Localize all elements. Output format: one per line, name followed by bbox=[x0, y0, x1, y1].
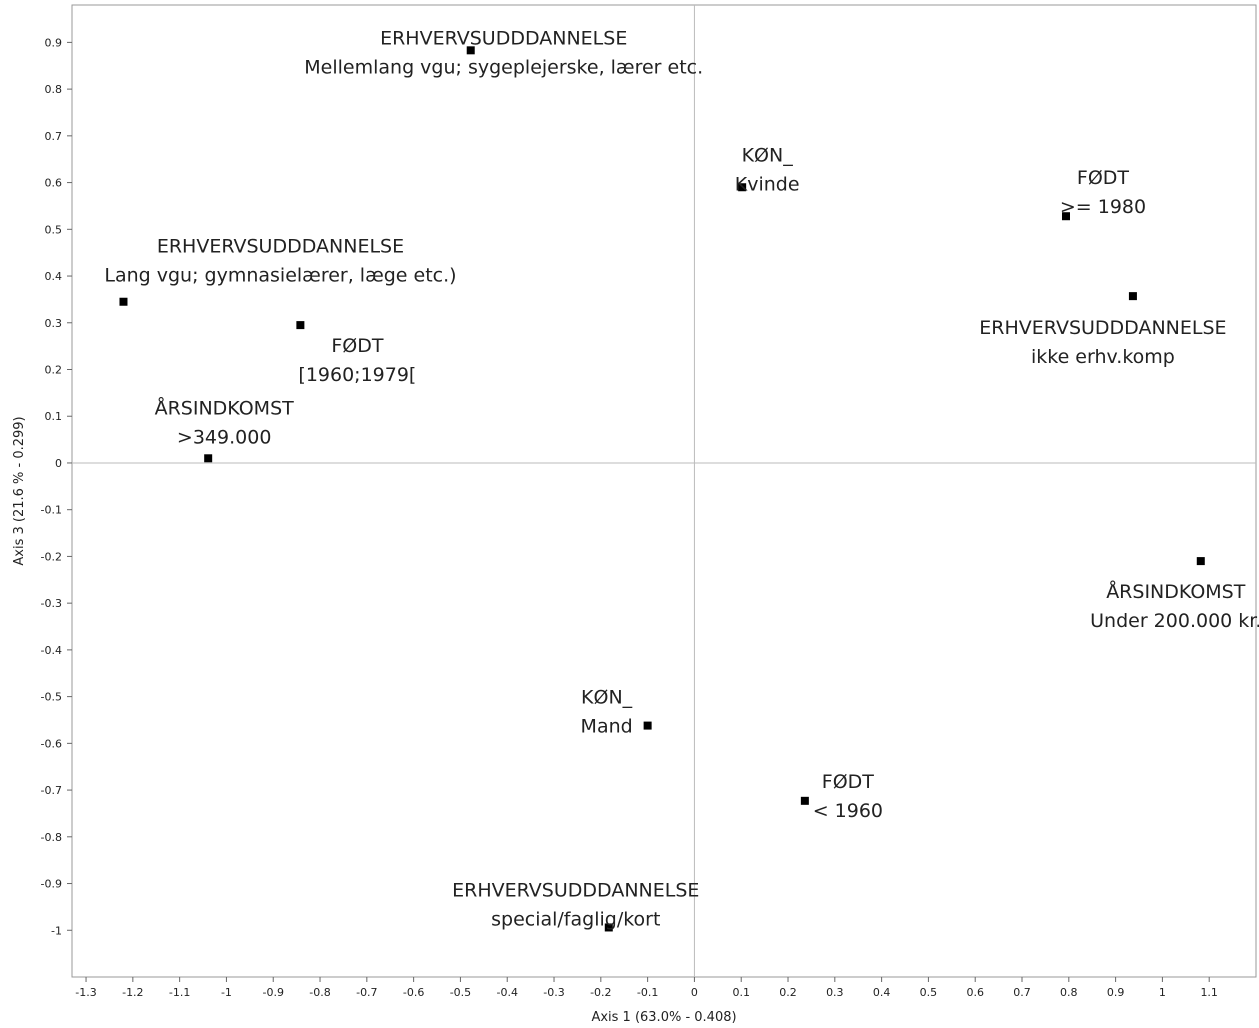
point-label: ERHVERVSUDDDANNELSE Mellemlang vgu; sygep… bbox=[304, 27, 703, 78]
point-label-variable: FØDT bbox=[1077, 167, 1130, 189]
point-label-variable: KØN_ bbox=[742, 144, 794, 166]
point-label-variable: ERHVERVSUDDDANNELSE bbox=[452, 879, 699, 901]
point-label: ERHVERVSUDDDANNELSE special/faglig/kort bbox=[452, 879, 699, 930]
x-tick-label: -1 bbox=[221, 986, 232, 999]
x-tick-label: 0.9 bbox=[1107, 986, 1125, 999]
plot-frame bbox=[71, 4, 1257, 978]
point-label: FØDT [1960;1979[ bbox=[298, 335, 416, 386]
data-point bbox=[738, 183, 747, 192]
x-tick-label: -0.5 bbox=[450, 986, 471, 999]
data-point bbox=[604, 923, 613, 932]
y-tick-label: 0.4 bbox=[45, 270, 63, 283]
y-tick-label: -0.2 bbox=[41, 550, 62, 563]
point-label-variable: FØDT bbox=[331, 335, 384, 357]
y-tick-label: 0.1 bbox=[45, 410, 63, 423]
point-label: FØDT >= 1980 bbox=[1060, 167, 1146, 218]
x-tick-label: 0.7 bbox=[1013, 986, 1031, 999]
x-tick-label: 0.3 bbox=[826, 986, 844, 999]
data-point bbox=[643, 721, 652, 730]
point-label-category: Kvinde bbox=[735, 173, 800, 195]
x-tick-label: -0.4 bbox=[496, 986, 517, 999]
y-tick-label: -1 bbox=[51, 924, 62, 937]
y-tick-label: 0.2 bbox=[45, 364, 63, 377]
y-axis-ticks: 0.9 0.8 0.7 0.6 0.5 0.4 0.3 0.2 0.1 0 -0.1 -0.2 -0.3… bbox=[41, 36, 72, 937]
point-label: ERHVERVSUDDDANNELSE ikke erhv.komp bbox=[979, 317, 1226, 368]
data-point bbox=[296, 321, 305, 330]
point-label-category: < 1960 bbox=[813, 800, 883, 822]
y-tick-label: -0.3 bbox=[41, 597, 62, 610]
y-tick-label: -0.1 bbox=[41, 504, 62, 517]
point-label: ÅRSINDKOMST >349.000 bbox=[155, 396, 295, 448]
point-label-variable: ÅRSINDKOMST bbox=[155, 396, 295, 419]
y-tick-label: -0.6 bbox=[41, 737, 62, 750]
y-tick-label: -0.8 bbox=[41, 831, 62, 844]
x-axis-ticks: -1.3 -1.2 -1.1 -1 -0.9 -0.8 -0.7 -0.6 -0.5 -0.4 -0… bbox=[75, 977, 1218, 999]
x-tick-label: -0.1 bbox=[637, 986, 658, 999]
point-label-variable: FØDT bbox=[822, 771, 875, 793]
data-point bbox=[466, 46, 475, 55]
x-tick-label: 0.6 bbox=[966, 986, 984, 999]
x-tick-label: -0.3 bbox=[543, 986, 564, 999]
x-tick-label: -0.8 bbox=[309, 986, 330, 999]
y-tick-label: -0.7 bbox=[41, 784, 62, 797]
x-tick-label: -1.2 bbox=[122, 986, 143, 999]
y-tick-label: -0.5 bbox=[41, 691, 62, 704]
x-tick-label: -1.3 bbox=[75, 986, 96, 999]
y-tick-label: 0.9 bbox=[45, 36, 63, 49]
point-label-variable: ÅRSINDKOMST bbox=[1106, 580, 1246, 603]
x-tick-label: 0.5 bbox=[920, 986, 938, 999]
data-point bbox=[204, 454, 213, 463]
point-label-variable: ERHVERVSUDDDANNELSE bbox=[157, 236, 404, 258]
point-label-category: Under 200.000 kr. bbox=[1090, 610, 1259, 632]
point-label: ERHVERVSUDDDANNELSE Lang vgu; gymnasielær… bbox=[104, 236, 456, 287]
data-points bbox=[119, 46, 1205, 932]
y-tick-label: 0.8 bbox=[45, 83, 63, 96]
x-axis-title: Axis 1 (63.0% - 0.408) bbox=[591, 1010, 736, 1025]
x-tick-label: 0.8 bbox=[1060, 986, 1078, 999]
point-label-category: >= 1980 bbox=[1060, 196, 1146, 218]
y-tick-label: -0.4 bbox=[41, 644, 62, 657]
point-label-category: [1960;1979[ bbox=[298, 364, 416, 386]
point-label-category: Mellemlang vgu; sygeplejerske, lærer etc… bbox=[304, 56, 703, 78]
data-point bbox=[1061, 212, 1070, 221]
y-tick-label: 0 bbox=[55, 457, 62, 470]
x-tick-label: 0.2 bbox=[779, 986, 797, 999]
point-labels: ERHVERVSUDDDANNELSE Mellemlang vgu; sygep… bbox=[104, 27, 1259, 930]
x-tick-label: -0.6 bbox=[403, 986, 424, 999]
x-tick-label: -1.1 bbox=[169, 986, 190, 999]
y-tick-label: 0.6 bbox=[45, 177, 63, 190]
y-axis-title: Axis 3 (21.6 % - 0.299) bbox=[12, 416, 27, 565]
data-point bbox=[119, 297, 128, 306]
point-label: KØN_ Mand bbox=[581, 687, 633, 738]
x-tick-label: -0.2 bbox=[590, 986, 611, 999]
data-point bbox=[800, 796, 809, 805]
point-label-category: Lang vgu; gymnasielærer, læge etc.) bbox=[104, 265, 456, 287]
point-label: ÅRSINDKOMST Under 200.000 kr. bbox=[1090, 580, 1259, 632]
x-tick-label: -0.9 bbox=[262, 986, 283, 999]
x-tick-label: 1.1 bbox=[1200, 986, 1218, 999]
point-label-variable: ERHVERVSUDDDANNELSE bbox=[979, 317, 1226, 339]
y-tick-label: 0.5 bbox=[45, 223, 63, 236]
point-label-category: Mand bbox=[581, 716, 633, 738]
point-label-category: ikke erhv.komp bbox=[1031, 346, 1175, 368]
data-point bbox=[1128, 292, 1137, 301]
y-tick-label: -0.9 bbox=[41, 878, 62, 891]
point-label-variable: ERHVERVSUDDDANNELSE bbox=[380, 27, 627, 49]
zero-lines bbox=[72, 5, 1256, 977]
point-label-category: >349.000 bbox=[177, 426, 272, 448]
point-label: FØDT < 1960 bbox=[813, 771, 883, 822]
x-tick-label: 0 bbox=[691, 986, 698, 999]
y-tick-label: 0.7 bbox=[45, 130, 63, 143]
x-tick-label: 0.4 bbox=[873, 986, 891, 999]
point-label: KØN_ Kvinde bbox=[735, 144, 800, 195]
data-point bbox=[1196, 557, 1205, 566]
x-tick-label: -0.7 bbox=[356, 986, 377, 999]
x-tick-label: 0.1 bbox=[732, 986, 750, 999]
point-label-category: special/faglig/kort bbox=[491, 908, 660, 930]
y-tick-label: 0.3 bbox=[45, 317, 63, 330]
x-tick-label: 1 bbox=[1159, 986, 1166, 999]
point-label-variable: KØN_ bbox=[581, 687, 633, 709]
